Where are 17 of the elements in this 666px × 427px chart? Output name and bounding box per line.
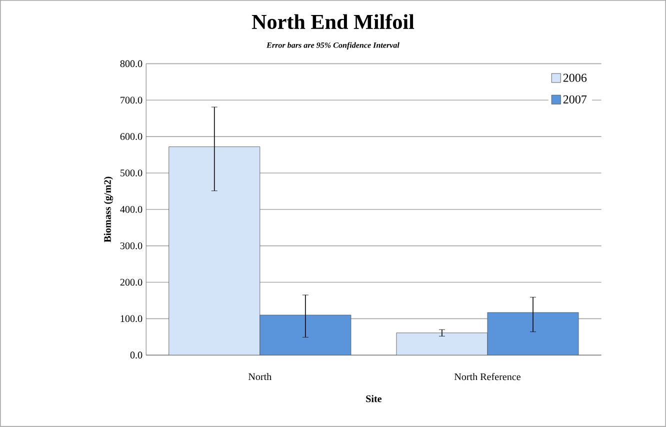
- y-tick-label: 300.0: [120, 242, 142, 250]
- x-axis-title: Site: [366, 395, 382, 402]
- y-tick-label: 700.0: [120, 96, 142, 104]
- legend-label: 2007: [563, 95, 587, 104]
- y-tick-label: 600.0: [120, 133, 142, 140]
- chart-subtitle: Error bars are 95% Confidence Interval: [266, 42, 400, 50]
- legend-label: 2006: [563, 74, 587, 82]
- chart-title: North End Milfoil: [252, 14, 414, 30]
- y-tick-label: 200.0: [120, 278, 142, 286]
- y-tick-label: 400.0: [120, 206, 142, 213]
- x-tick-label: North: [248, 373, 272, 380]
- y-tick-label: 0.0: [130, 352, 142, 359]
- y-axis-title: Biomass (g/m2): [104, 176, 114, 242]
- y-tick-label: 100.0: [120, 315, 142, 322]
- y-tick-label: 500.0: [120, 170, 142, 176]
- y-tick-label: 800.0: [120, 60, 142, 68]
- x-tick-label: North Reference: [454, 373, 520, 380]
